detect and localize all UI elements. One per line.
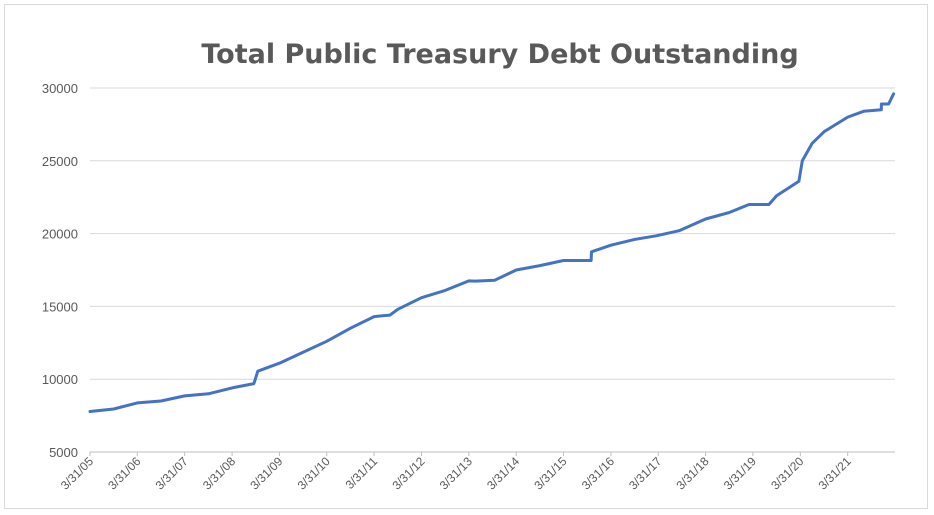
x-tick-label: 3/31/07 xyxy=(153,454,191,492)
y-tick-label: 30000 xyxy=(42,81,78,96)
series-line xyxy=(88,92,896,413)
y-axis-tick-labels: 5000 10000 15000 20000 25000 30000 xyxy=(42,81,78,460)
x-tick-label: 3/31/08 xyxy=(200,454,238,492)
x-tick-label: 3/31/17 xyxy=(626,454,664,492)
y-tick-label: 5000 xyxy=(49,445,78,460)
gridlines xyxy=(90,87,895,380)
x-tick-label: 3/31/12 xyxy=(389,454,427,492)
x-tick-label: 3/31/11 xyxy=(343,454,381,492)
x-tick-label: 3/31/18 xyxy=(673,454,711,492)
x-tick-label: 3/31/20 xyxy=(768,454,806,492)
y-tick-label: 20000 xyxy=(42,227,78,242)
x-tick-label: 3/31/21 xyxy=(816,454,854,492)
x-tick-label: 3/31/15 xyxy=(531,454,569,492)
x-tick-label: 3/31/09 xyxy=(247,454,285,492)
x-tick-label: 3/31/06 xyxy=(105,454,143,492)
y-tick-label: 15000 xyxy=(42,299,78,314)
x-tick-label: 3/31/19 xyxy=(721,454,759,492)
x-tick-label: 3/31/16 xyxy=(579,454,617,492)
x-axis-tick-labels: 3/31/05 3/31/06 3/31/07 3/31/08 3/31/09 3/31/… xyxy=(58,452,854,492)
chart-title: Total Public Treasury Debt Outstanding xyxy=(201,39,798,70)
x-tick-label: 3/31/10 xyxy=(295,454,333,492)
y-tick-label: 10000 xyxy=(42,372,78,387)
y-tick-label: 25000 xyxy=(42,154,78,169)
series-layer xyxy=(88,92,896,413)
x-tick-label: 3/31/14 xyxy=(484,454,522,492)
x-tick-label: 3/31/13 xyxy=(437,454,475,492)
